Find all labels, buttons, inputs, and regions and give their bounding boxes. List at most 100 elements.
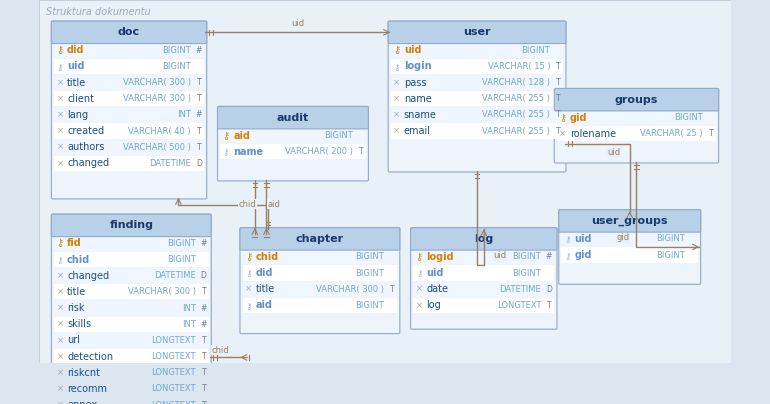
Text: T: T xyxy=(557,94,561,103)
Text: aid: aid xyxy=(256,300,273,310)
Bar xyxy=(55,24,207,199)
Text: pass: pass xyxy=(403,78,427,88)
Bar xyxy=(221,109,369,181)
Text: changed: changed xyxy=(67,271,109,281)
Text: logid: logid xyxy=(427,252,454,262)
Bar xyxy=(220,128,366,143)
Text: VARCHAR( 15 ): VARCHAR( 15 ) xyxy=(487,62,551,71)
Text: riskcnt: riskcnt xyxy=(67,368,100,378)
Text: ×: × xyxy=(56,126,63,136)
Bar xyxy=(54,365,209,380)
Bar xyxy=(54,317,209,332)
Text: ×: × xyxy=(559,129,566,138)
Bar xyxy=(413,298,554,313)
Text: ⚷: ⚷ xyxy=(416,252,423,262)
Bar xyxy=(391,124,564,139)
Text: ×: × xyxy=(56,400,63,404)
Text: aid: aid xyxy=(233,130,250,141)
Bar xyxy=(413,282,554,297)
Text: VARCHAR( 255 ): VARCHAR( 255 ) xyxy=(482,110,551,120)
Text: BIGINT: BIGINT xyxy=(167,255,196,264)
Text: ×: × xyxy=(393,126,400,136)
Text: T: T xyxy=(202,368,206,377)
Text: ×: × xyxy=(56,368,63,377)
Text: ⚷: ⚷ xyxy=(559,113,567,123)
FancyBboxPatch shape xyxy=(52,21,206,199)
Bar xyxy=(54,91,204,106)
Bar xyxy=(561,231,698,246)
FancyBboxPatch shape xyxy=(388,21,566,172)
Text: BIGINT: BIGINT xyxy=(355,252,384,261)
Text: BIGINT: BIGINT xyxy=(656,250,685,259)
Bar xyxy=(561,247,698,263)
Text: ⚷: ⚷ xyxy=(56,238,63,248)
Bar xyxy=(562,213,701,285)
Text: BIGINT: BIGINT xyxy=(162,46,191,55)
Bar xyxy=(54,124,204,139)
Text: uid: uid xyxy=(427,268,444,278)
Text: DATETIME: DATETIME xyxy=(154,271,196,280)
FancyBboxPatch shape xyxy=(388,21,566,44)
Text: VARCHAR( 255 ): VARCHAR( 255 ) xyxy=(482,94,551,103)
Bar xyxy=(54,156,204,171)
Text: title: title xyxy=(256,284,275,294)
Text: ×: × xyxy=(56,159,63,168)
Text: recomm: recomm xyxy=(67,384,107,394)
Bar xyxy=(55,217,212,404)
FancyBboxPatch shape xyxy=(554,88,718,163)
Text: chapter: chapter xyxy=(296,234,344,244)
Bar xyxy=(413,231,557,330)
Text: #: # xyxy=(196,46,202,55)
FancyBboxPatch shape xyxy=(217,106,368,129)
Bar xyxy=(557,126,716,141)
Text: sname: sname xyxy=(403,110,437,120)
FancyBboxPatch shape xyxy=(559,210,701,284)
Text: VARCHAR( 40 ): VARCHAR( 40 ) xyxy=(129,126,191,136)
Bar xyxy=(413,265,554,281)
FancyBboxPatch shape xyxy=(554,88,718,111)
Text: skills: skills xyxy=(67,319,91,329)
Text: LONGTEXT: LONGTEXT xyxy=(151,352,196,361)
Text: BIGINT: BIGINT xyxy=(162,62,191,71)
Text: uid: uid xyxy=(494,251,507,261)
Text: ⚷: ⚷ xyxy=(245,269,252,278)
Text: T: T xyxy=(390,285,395,294)
Text: ⚷: ⚷ xyxy=(564,250,571,259)
Text: ×: × xyxy=(416,285,423,294)
Text: name: name xyxy=(403,94,432,104)
Text: ⚷: ⚷ xyxy=(223,130,229,141)
Text: VARCHAR( 255 ): VARCHAR( 255 ) xyxy=(482,126,551,136)
Text: ×: × xyxy=(56,287,63,297)
Text: ×: × xyxy=(56,110,63,120)
Text: LONGTEXT: LONGTEXT xyxy=(151,336,196,345)
Text: #: # xyxy=(200,239,206,248)
Text: VARCHAR( 300 ): VARCHAR( 300 ) xyxy=(128,287,196,297)
Text: ×: × xyxy=(393,78,400,87)
Bar xyxy=(391,24,567,173)
Text: BIGINT: BIGINT xyxy=(675,113,703,122)
Text: groups: groups xyxy=(614,95,658,105)
Text: LONGTEXT: LONGTEXT xyxy=(151,368,196,377)
Bar xyxy=(413,249,554,265)
Text: ×: × xyxy=(56,336,63,345)
Text: ×: × xyxy=(56,352,63,361)
Text: authors: authors xyxy=(67,142,105,152)
Text: ⚷: ⚷ xyxy=(416,269,423,278)
Bar xyxy=(391,91,564,106)
Text: lang: lang xyxy=(67,110,89,120)
Text: ⚷: ⚷ xyxy=(245,252,252,262)
Text: uid: uid xyxy=(403,45,421,55)
Text: risk: risk xyxy=(67,303,85,313)
Bar xyxy=(243,231,400,334)
Text: #: # xyxy=(200,303,206,313)
Text: did: did xyxy=(256,268,273,278)
Bar xyxy=(54,107,204,122)
Text: user: user xyxy=(464,27,490,37)
Text: ⚷: ⚷ xyxy=(223,147,229,156)
Text: BIGINT: BIGINT xyxy=(355,301,384,310)
Text: ⚷: ⚷ xyxy=(57,62,63,71)
Text: client: client xyxy=(67,94,94,104)
Text: LONGTEXT: LONGTEXT xyxy=(151,400,196,404)
Text: LONGTEXT: LONGTEXT xyxy=(151,384,196,393)
Text: ×: × xyxy=(56,303,63,313)
